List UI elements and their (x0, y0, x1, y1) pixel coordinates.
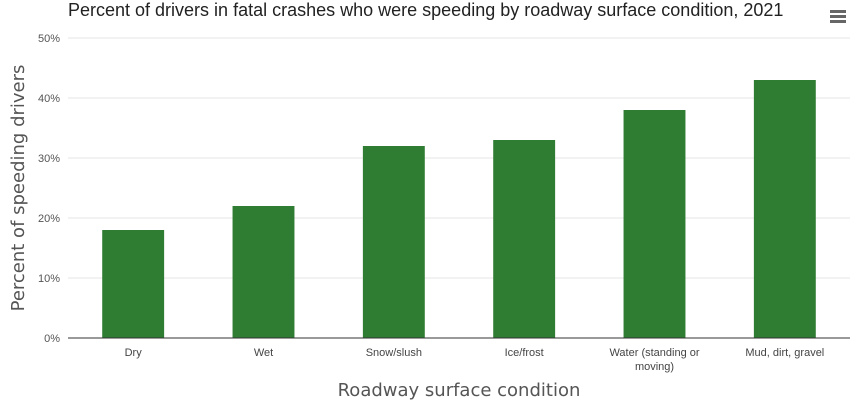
bar[interactable] (753, 80, 816, 338)
y-tick-label: 20% (38, 213, 60, 225)
bar[interactable] (623, 110, 686, 338)
x-tick-label: Wet (254, 347, 273, 359)
x-tick-label: Ice/frost (505, 347, 544, 359)
gridlines (68, 37, 850, 279)
x-axis-title: Roadway surface condition (338, 380, 581, 401)
x-tick-label: Snow/slush (366, 347, 422, 359)
bar[interactable] (232, 206, 295, 338)
bars (102, 80, 816, 338)
y-tick-label: 40% (38, 93, 60, 105)
y-tick-label: 30% (38, 153, 60, 165)
y-tick-label: 10% (38, 273, 60, 285)
bar[interactable] (102, 230, 165, 338)
hamburger-menu-icon[interactable] (826, 6, 850, 28)
x-tick-label: Water (standing or (609, 347, 699, 359)
x-tick-label: Mud, dirt, gravel (745, 347, 824, 359)
x-tick-label: Dry (125, 347, 143, 359)
y-tick-label: 0% (44, 333, 60, 345)
x-tick-label: moving) (635, 361, 674, 373)
bar[interactable] (493, 140, 556, 338)
chart-title: Percent of drivers in fatal crashes who … (68, 0, 784, 20)
y-tick-label: 50% (38, 33, 60, 45)
axes: 0% 10% 20% 30% 40% 50% Dry Wet Snow/slush Ice/fro… (38, 33, 850, 373)
y-axis-title: Percent of speeding drivers (8, 65, 29, 312)
bar[interactable] (362, 146, 425, 338)
